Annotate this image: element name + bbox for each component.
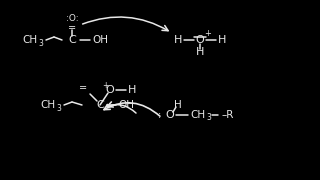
Text: OH: OH: [92, 35, 108, 45]
Text: H: H: [218, 35, 226, 45]
Text: :: :: [158, 110, 162, 120]
Text: 3: 3: [207, 114, 212, 123]
Text: O: O: [196, 35, 204, 45]
Text: H: H: [174, 100, 182, 110]
Text: CH: CH: [22, 35, 37, 45]
Text: O: O: [106, 85, 114, 95]
Text: CH: CH: [190, 110, 205, 120]
Text: H: H: [174, 35, 182, 45]
Text: O: O: [166, 110, 174, 120]
Text: =: =: [68, 23, 76, 33]
Text: CH: CH: [40, 100, 56, 110]
Text: 3: 3: [39, 39, 44, 48]
Text: =: =: [79, 83, 87, 93]
Text: C: C: [96, 100, 104, 110]
Text: –R: –R: [222, 110, 234, 120]
Text: :O:: :O:: [66, 14, 78, 22]
Text: +: +: [204, 28, 212, 37]
Text: 3: 3: [57, 103, 61, 112]
Text: H: H: [128, 85, 136, 95]
Text: OH: OH: [118, 100, 134, 110]
Text: H: H: [196, 47, 204, 57]
Text: C: C: [68, 35, 76, 45]
Text: +: +: [102, 80, 108, 89]
